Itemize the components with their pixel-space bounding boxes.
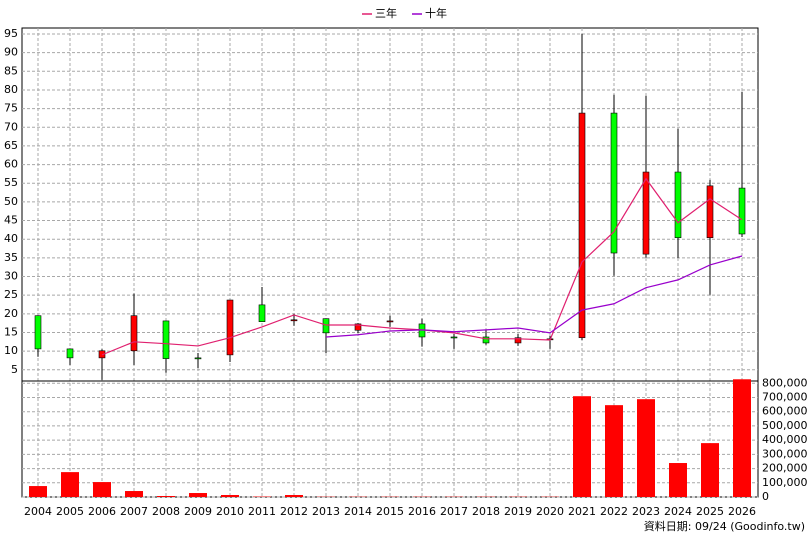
volume-bar — [733, 379, 751, 497]
candle-body — [34, 315, 42, 350]
x-tick-label: 2020 — [536, 505, 564, 518]
y-tick-label: 40 — [4, 232, 18, 245]
y-tick-label: 45 — [4, 214, 18, 227]
candle-body — [194, 357, 202, 360]
y-tick-label: 75 — [4, 102, 18, 115]
volume-bar — [701, 443, 719, 497]
y2-tick-label: 600,000 — [762, 405, 808, 418]
y2-tick-label: 800,000 — [762, 376, 808, 389]
y-tick-label: 30 — [4, 270, 18, 283]
candle-body — [66, 348, 74, 359]
candle-body — [226, 299, 234, 356]
candle-body — [610, 112, 618, 254]
legend-label: 三年 — [375, 6, 397, 20]
candle-body — [258, 304, 266, 322]
volume-bar — [637, 399, 655, 497]
y-tick-label: 95 — [4, 27, 18, 40]
candle-body — [482, 336, 490, 344]
candle-body — [290, 319, 298, 322]
y2-tick-label: 500,000 — [762, 419, 808, 432]
x-tick-label: 2011 — [248, 505, 276, 518]
y-tick-label: 50 — [4, 195, 18, 208]
x-tick-label: 2021 — [568, 505, 596, 518]
y-tick-label: 15 — [4, 325, 18, 338]
volume-bar — [221, 495, 239, 497]
candle-body — [130, 315, 138, 352]
x-tick-label: 2010 — [216, 505, 244, 518]
y-tick-label: 5 — [11, 363, 18, 376]
legend-label: 十年 — [425, 6, 447, 20]
volume-bar — [125, 491, 143, 497]
y2-tick-label: 700,000 — [762, 390, 808, 403]
x-tick-label: 2022 — [600, 505, 628, 518]
x-tick-label: 2005 — [56, 505, 84, 518]
y2-tick-label: 0 — [762, 490, 769, 503]
candle-body — [706, 185, 714, 239]
x-tick-label: 2006 — [88, 505, 116, 518]
volume-bar — [573, 396, 591, 497]
x-tick-label: 2016 — [408, 505, 436, 518]
x-tick-label: 2018 — [472, 505, 500, 518]
x-tick-label: 2009 — [184, 505, 212, 518]
y-tick-label: 85 — [4, 64, 18, 77]
y-tick-label: 10 — [4, 344, 18, 357]
x-tick-label: 2015 — [376, 505, 404, 518]
y-tick-label: 70 — [4, 120, 18, 133]
volume-bar — [61, 472, 79, 497]
volume-bar — [669, 463, 687, 497]
x-tick-label: 2007 — [120, 505, 148, 518]
x-tick-label: 2024 — [664, 505, 692, 518]
y-tick-label: 65 — [4, 139, 18, 152]
y2-tick-label: 400,000 — [762, 433, 808, 446]
footnote: 資料日期: 09/24 (Goodinfo.tw) — [644, 519, 805, 533]
x-tick-label: 2026 — [728, 505, 756, 518]
candle-body — [578, 112, 586, 339]
candle-body — [514, 337, 522, 344]
volume-bar — [29, 486, 47, 497]
y2-tick-label: 200,000 — [762, 462, 808, 475]
volume-bar — [285, 495, 303, 497]
x-tick-label: 2012 — [280, 505, 308, 518]
candle-body — [354, 323, 362, 331]
candle-body — [738, 187, 746, 235]
y-tick-label: 55 — [4, 176, 18, 189]
y-tick-label: 25 — [4, 288, 18, 301]
volume-bar — [605, 405, 623, 497]
legend: 三年 十年 — [362, 6, 447, 20]
x-tick-label: 2004 — [24, 505, 52, 518]
y-tick-label: 35 — [4, 251, 18, 264]
candle-body — [162, 320, 170, 359]
x-tick-label: 2017 — [440, 505, 468, 518]
x-tick-label: 2008 — [152, 505, 180, 518]
ma-line — [325, 255, 743, 338]
x-tick-label: 2019 — [504, 505, 532, 518]
x-tick-label: 2023 — [632, 505, 660, 518]
volume-bar — [157, 496, 175, 497]
candle-body — [450, 336, 458, 339]
y2-tick-label: 100,000 — [762, 476, 808, 489]
y-tick-label: 80 — [4, 83, 18, 96]
y2-tick-label: 300,000 — [762, 447, 808, 460]
x-tick-label: 2014 — [344, 505, 372, 518]
y-tick-label: 60 — [4, 158, 18, 171]
candle-body — [322, 318, 330, 334]
x-tick-label: 2025 — [696, 505, 724, 518]
volume-bar — [189, 493, 207, 497]
candle-body — [674, 171, 682, 239]
volume-bar — [93, 482, 111, 497]
y-tick-label: 90 — [4, 46, 18, 59]
x-tick-label: 2013 — [312, 505, 340, 518]
candle-body — [386, 320, 394, 323]
candle-body — [642, 171, 650, 255]
y-tick-label: 20 — [4, 307, 18, 320]
